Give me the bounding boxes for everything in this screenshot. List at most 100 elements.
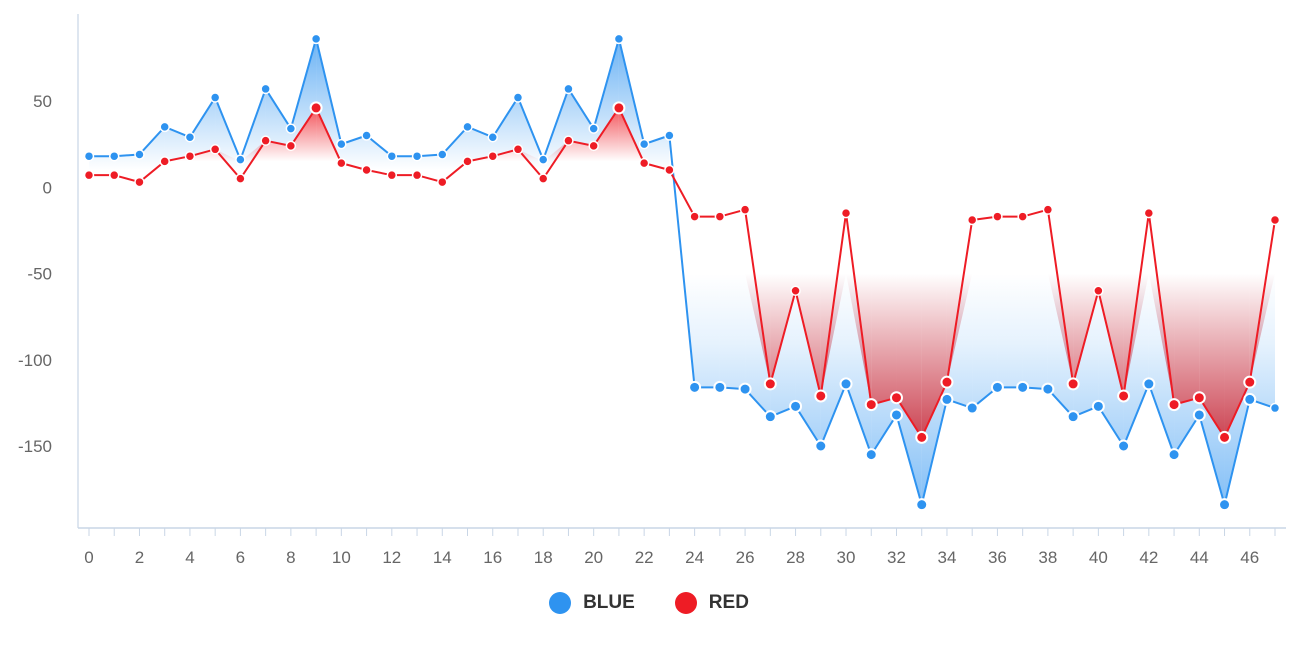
- data-point-blue: [1243, 392, 1257, 406]
- data-point-blue: [437, 149, 448, 160]
- data-point-red: [915, 430, 929, 444]
- area-band-segment: [997, 216, 1023, 388]
- red-area-segment: [240, 140, 266, 162]
- area-band-segment: [644, 135, 670, 170]
- area-band-segment: [189, 97, 216, 157]
- data-point-red: [336, 157, 347, 169]
- data-point-red: [1042, 204, 1054, 215]
- area-band-segment: [896, 397, 922, 505]
- data-point-red: [512, 144, 524, 155]
- area-band-segment: [1199, 397, 1225, 505]
- data-point-red: [1167, 398, 1181, 412]
- legend-item-blue[interactable]: BLUE: [549, 592, 635, 614]
- legend: BLUE RED: [0, 592, 1298, 614]
- data-point-blue: [159, 121, 170, 133]
- data-point-red: [361, 164, 372, 176]
- x-tick-label: 40: [1089, 548, 1108, 567]
- data-point-blue: [713, 380, 727, 394]
- data-point-blue: [1269, 402, 1281, 414]
- data-point-blue: [462, 121, 473, 133]
- red-area-segment: [215, 149, 241, 162]
- data-point-red: [411, 169, 423, 181]
- area-band-segment: [341, 135, 367, 170]
- red-area-segment: [290, 107, 317, 162]
- data-point-red: [184, 150, 196, 162]
- x-tick-label: 36: [988, 548, 1007, 567]
- red-area-segment: [946, 273, 973, 383]
- area-band-segment: [417, 154, 443, 183]
- red-area-segment: [593, 107, 619, 162]
- area-band-segment: [972, 216, 998, 409]
- data-point-blue: [965, 401, 979, 415]
- data-point-blue: [537, 154, 549, 165]
- data-point-blue: [336, 138, 347, 150]
- legend-label-red: RED: [708, 592, 749, 613]
- x-tick-label: 38: [1038, 548, 1057, 567]
- data-point-red: [966, 214, 978, 226]
- data-point-blue: [235, 154, 246, 165]
- area-band-segment: [568, 88, 594, 146]
- data-point-blue: [563, 83, 574, 95]
- legend-marker-red: [674, 592, 697, 614]
- x-tick-label: 6: [236, 548, 245, 567]
- data-point-red: [563, 135, 574, 146]
- area-fills: [89, 38, 1275, 505]
- data-point-red: [714, 211, 726, 222]
- data-point-blue: [487, 131, 498, 143]
- red-area-segment: [1123, 273, 1149, 396]
- data-point-red: [1192, 391, 1206, 405]
- area-band-segment: [871, 397, 897, 455]
- area-band-segment: [139, 126, 165, 183]
- y-tick-label: 50: [33, 92, 52, 111]
- data-point-blue: [1167, 448, 1181, 462]
- data-point-red: [940, 375, 954, 389]
- y-tick-label: 0: [43, 178, 52, 197]
- y-tick-label: -100: [18, 351, 52, 370]
- data-point-blue: [1117, 439, 1131, 453]
- data-point-red: [1243, 375, 1257, 389]
- legend-item-red[interactable]: RED: [674, 592, 749, 614]
- area-band-segment: [240, 88, 266, 179]
- data-point-red: [487, 150, 498, 162]
- data-point-red: [739, 204, 751, 215]
- red-area-segment: [1249, 273, 1275, 383]
- area-band-segment: [921, 382, 947, 505]
- red-area-segment: [846, 273, 872, 405]
- data-point-blue: [664, 130, 675, 141]
- data-point-blue: [1192, 408, 1206, 422]
- data-point-blue: [763, 410, 777, 424]
- data-point-blue: [738, 382, 752, 396]
- area-band-segment: [618, 38, 645, 164]
- x-tick-label: 18: [534, 548, 553, 567]
- y-tick-label: -50: [27, 265, 52, 284]
- data-point-red: [864, 398, 878, 412]
- data-point-blue: [990, 380, 1004, 394]
- data-point-red: [588, 140, 599, 152]
- data-point-red: [664, 164, 675, 176]
- data-point-red: [462, 156, 473, 167]
- data-point-blue: [512, 92, 524, 103]
- y-tick-label: -150: [18, 437, 52, 456]
- data-point-blue: [940, 392, 954, 406]
- x-tick-label: 4: [185, 548, 194, 567]
- data-point-red: [134, 176, 145, 188]
- x-tick-label: 2: [135, 548, 144, 567]
- area-band-segment: [89, 156, 115, 176]
- area-band-segment: [114, 154, 140, 183]
- data-point-blue: [789, 399, 803, 413]
- data-point-blue: [108, 150, 120, 162]
- x-tick-label: 42: [1139, 548, 1158, 567]
- area-band-segment: [442, 126, 468, 183]
- data-point-red: [1066, 377, 1080, 391]
- data-point-blue: [1041, 382, 1055, 396]
- data-point-blue: [1091, 399, 1105, 413]
- data-point-blue: [83, 150, 95, 162]
- data-point-blue: [638, 138, 650, 150]
- area-band-segment: [517, 97, 544, 179]
- x-tick-label: 46: [1240, 548, 1259, 567]
- area-band-segment: [290, 38, 317, 146]
- red-area-segment: [820, 273, 847, 396]
- data-point-red: [814, 389, 828, 403]
- data-point-blue: [915, 498, 929, 512]
